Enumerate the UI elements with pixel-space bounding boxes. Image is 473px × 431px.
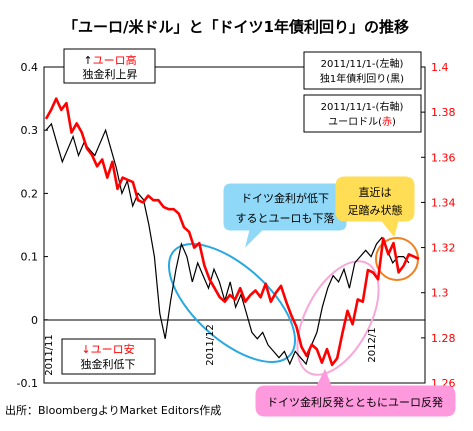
x-tick-label: 2011/11 — [44, 334, 55, 376]
right-tick-label: 1.38 — [431, 106, 456, 119]
x-tick-label: 2012/1 — [367, 327, 378, 362]
legend-right-axis-line2: ユーロドル(赤) — [328, 116, 396, 128]
yellow-callout-line2: 足踏み状態 — [348, 203, 403, 217]
left-tick-label: 0.1 — [21, 251, 39, 264]
euro-strong-box — [63, 48, 156, 84]
blue-highlight-ellipse — [167, 243, 297, 363]
blue-callout-bubble — [223, 183, 347, 248]
left-tick-label: 0.4 — [21, 61, 39, 74]
left-tick-label: -0.1 — [17, 377, 38, 390]
yellow-callout-bubble — [335, 176, 415, 238]
legend-right-axis-box — [303, 94, 422, 133]
x-tick-label: 2011/12 — [205, 324, 216, 366]
legend-left-axis-line2: 独1年債利回り(黒) — [320, 72, 404, 85]
right-tick-label: 1.36 — [431, 151, 456, 164]
right-tick-label: 1.3 — [431, 287, 449, 300]
euro-weak-label: ↓ユーロ安 — [81, 342, 134, 356]
left-tick-label: 0.3 — [21, 124, 39, 137]
source-note: 出所：BloombergよりMarket Editors作成 — [5, 403, 221, 417]
series-german-1y-yield — [45, 122, 410, 366]
up-arrow-icon: ↑ — [83, 54, 92, 67]
blue-callout-line1: ドイツ金利が低下 — [241, 191, 329, 205]
legend-left-axis-line1: 2011/11/1-(左軸) — [321, 57, 404, 70]
pink-callout-bubble — [255, 368, 456, 417]
right-tick-label: 1.28 — [431, 332, 456, 345]
right-tick-label: 1.32 — [431, 242, 456, 255]
blue-callout-line2: するとユーロも下落 — [236, 212, 335, 225]
right-axis-ticks: 1.41.381.361.341.321.31.281.26 — [421, 61, 456, 390]
left-tick-label: 0.2 — [21, 187, 39, 200]
right-tick-label: 1.4 — [431, 61, 449, 74]
euro-strong-label: ↑ユーロ高 — [83, 53, 136, 67]
right-tick-label: 1.34 — [431, 196, 456, 209]
series-eurusd — [44, 97, 420, 367]
chart-title: 「ユーロ/米ドル」と「ドイツ1年債利回り」の推移 — [63, 18, 409, 36]
pink-callout-text: ドイツ金利反発とともにユーロ反発 — [267, 395, 443, 409]
legend-right-axis-line1: 2011/11/1-(右軸) — [321, 100, 404, 113]
left-axis-ticks: 0.4 0.3 0.2 0.1 0 -0.1 — [17, 61, 48, 390]
euro-weak-box — [61, 338, 156, 375]
yellow-callout-line1: 直近は — [359, 185, 392, 199]
left-tick-label: 0 — [31, 314, 38, 327]
pink-highlight-ellipse — [296, 260, 380, 376]
euro-strong-sub: 独金利上昇 — [83, 67, 138, 81]
legend-left-axis-box — [303, 51, 422, 90]
down-arrow-icon: ↓ — [81, 343, 90, 356]
euro-weak-sub: 独金利低下 — [81, 357, 136, 371]
